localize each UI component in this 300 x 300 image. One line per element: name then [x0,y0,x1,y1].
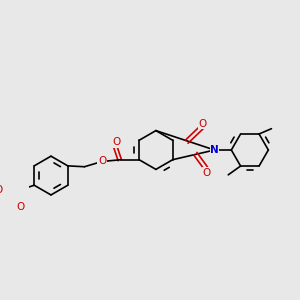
Text: O: O [98,157,106,166]
Text: O: O [112,137,120,148]
Text: O: O [0,185,3,195]
Text: O: O [199,118,207,129]
Text: N: N [210,145,219,155]
Text: O: O [203,168,211,178]
Text: O: O [16,202,24,212]
